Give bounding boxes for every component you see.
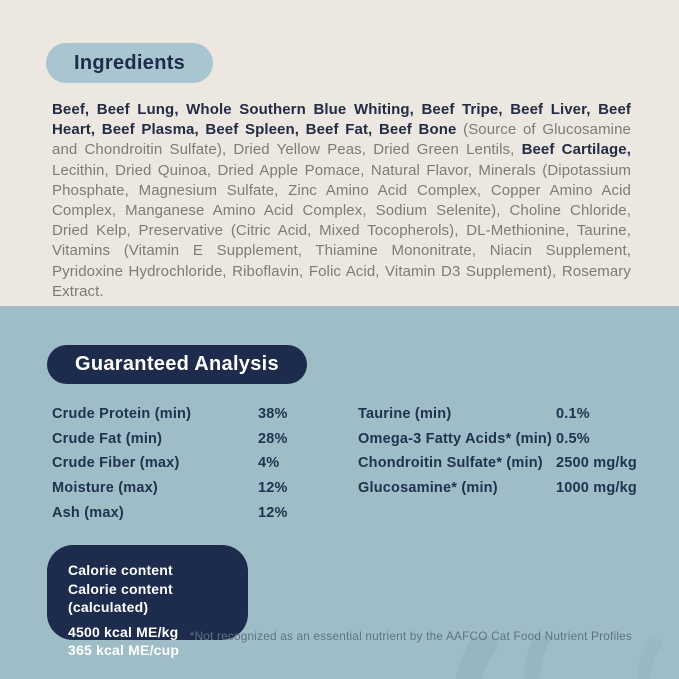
analysis-row: Taurine (min) 0.1%	[358, 402, 638, 427]
guaranteed-analysis-title: Guaranteed Analysis	[75, 353, 279, 375]
ingredients-title: Ingredients	[74, 51, 186, 74]
analysis-table-right-column: Taurine (min) 0.1% Omega-3 Fatty Acids* (m…	[358, 402, 638, 500]
calorie-content-headers: Calorie content Calorie content (calculat…	[68, 561, 248, 617]
ingredients-header-badge: Ingredients	[46, 43, 214, 83]
analysis-row-value: 0.1%	[556, 406, 590, 423]
ingredient-regular-text: (Source of Glucosamine and Chondroitin S…	[52, 121, 631, 159]
analysis-row: Ash (max) 12%	[52, 500, 312, 525]
analysis-row-value: 1000 mg/kg	[556, 480, 637, 497]
calorie-content-values: 4500 kcal ME/kg 365 kcal ME/cup	[68, 623, 248, 660]
analysis-row: Glucosamine* (min) 1000 mg/kg	[358, 476, 638, 501]
analysis-row-value: 38%	[258, 406, 288, 423]
calorie-value-line: 4500 kcal ME/kg	[68, 623, 179, 640]
analysis-row-value: 12%	[258, 480, 288, 497]
ingredients-paragraph: Beef, Beef Lung, Whole Southern Blue Whi…	[52, 100, 631, 302]
analysis-row-value: 2500 mg/kg	[556, 455, 637, 472]
analysis-row-label: Chondroitin Sulfate* (min)	[358, 455, 543, 472]
calorie-header-line: Calorie content (calculated)	[68, 580, 173, 616]
analysis-row-label: Crude Fiber (max)	[52, 455, 180, 472]
analysis-row-label: Crude Protein (min)	[52, 406, 192, 423]
guaranteed-analysis-header-badge: Guaranteed Analysis	[47, 345, 307, 384]
analysis-row: Crude Fat (min) 28%	[52, 427, 312, 452]
analysis-row: Crude Fiber (max) 4%	[52, 451, 312, 476]
analysis-row-label: Omega-3 Fatty Acids* (min)	[358, 430, 553, 447]
aafco-footnote: *Not recognized as an essential nutrient…	[189, 629, 632, 643]
analysis-row-label: Ash (max)	[52, 504, 124, 521]
analysis-row-value: 0.5%	[556, 430, 590, 447]
calorie-content-box: Calorie content Calorie content (calculat…	[47, 545, 248, 658]
analysis-row-label: Moisture (max)	[52, 480, 158, 497]
analysis-row-label: Glucosamine* (min)	[358, 480, 498, 497]
analysis-row-value: 4%	[258, 455, 280, 472]
analysis-row: Moisture (max) 12%	[52, 476, 312, 501]
ingredient-bold-text: Beef, Beef Lung, Whole Southern Blue Whi…	[52, 101, 631, 139]
analysis-row-label: Taurine (min)	[358, 406, 452, 423]
flame-watermark-icon	[456, 636, 662, 679]
analysis-row: Crude Protein (min) 38%	[52, 402, 312, 427]
analysis-row: Omega-3 Fatty Acids* (min) 0.5%	[358, 427, 638, 452]
analysis-row: Chondroitin Sulfate* (min) 2500 mg/kg	[358, 451, 638, 476]
ingredient-regular-text: Lecithin, Dried Quinoa, Dried Apple Poma…	[52, 161, 631, 300]
analysis-row-value: 28%	[258, 430, 288, 447]
analysis-row-label: Crude Fat (min)	[52, 430, 163, 447]
analysis-row-value: 12%	[258, 504, 288, 521]
calorie-value-line: 365 kcal ME/cup	[68, 642, 180, 658]
ingredient-bold-text: Beef Cartilage,	[521, 141, 631, 159]
calorie-header-line: Calorie content	[68, 562, 173, 578]
analysis-table-left-column: Crude Protein (min) 38% Crude Fat (min) 28%…	[52, 402, 312, 525]
